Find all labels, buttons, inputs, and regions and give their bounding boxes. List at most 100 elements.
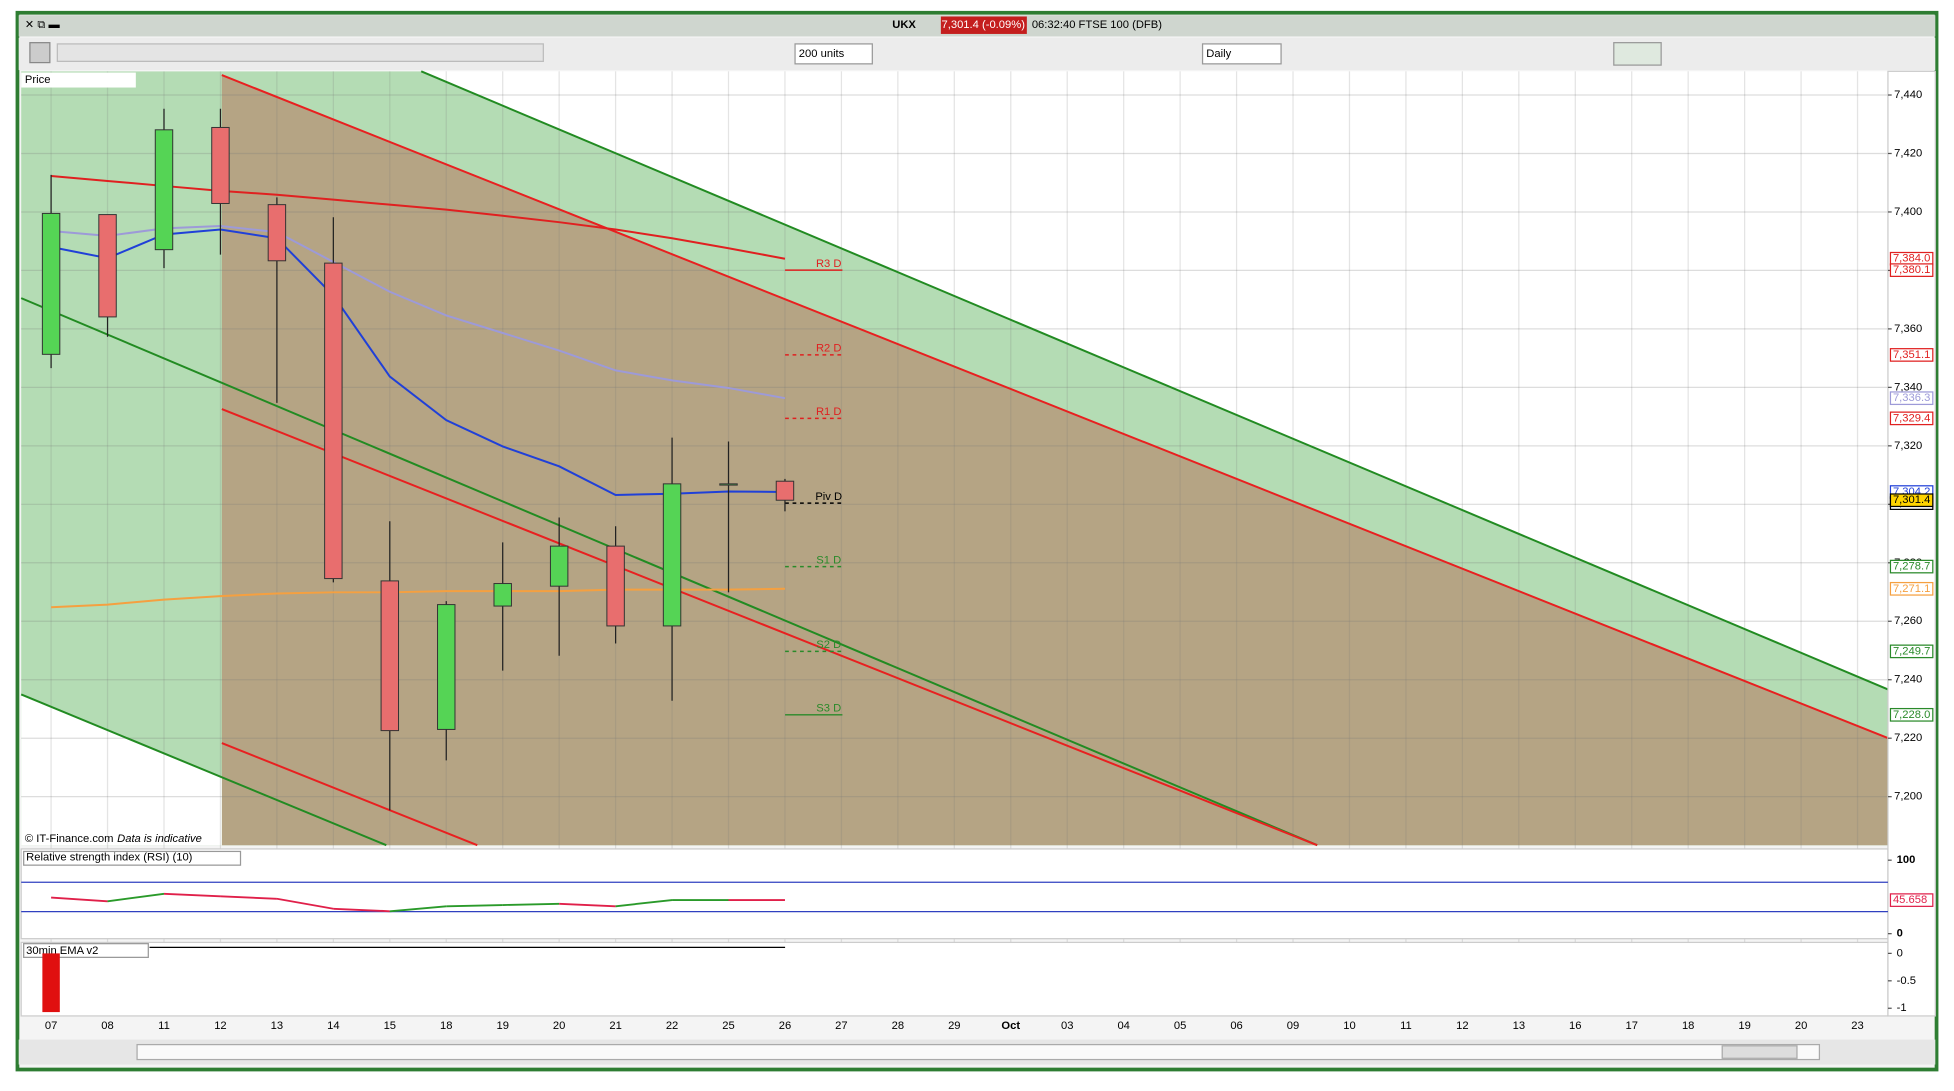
panel-label: Price xyxy=(25,74,51,86)
tool-select[interactable] xyxy=(29,42,51,64)
x-tick-label: 06 xyxy=(1230,1020,1242,1032)
price-badge-label: 7,380.1 xyxy=(1893,264,1930,276)
price-badge-label: 7,329.4 xyxy=(1893,412,1930,424)
x-tick-label: 17 xyxy=(1626,1020,1638,1032)
rsi-panel xyxy=(20,848,1889,940)
period-select[interactable] xyxy=(1201,43,1282,65)
trend-line xyxy=(221,408,1318,847)
panel-label: 30min EMA v2 xyxy=(26,945,98,957)
y-tick-label: 7,340 xyxy=(1894,381,1922,393)
rsi-segment xyxy=(559,902,616,908)
price-badge-label: 7,228.0 xyxy=(1893,709,1930,721)
x-tick-label: 27 xyxy=(835,1020,847,1032)
x-tick-label: 13 xyxy=(271,1020,283,1032)
price-badge-label: 7,301.4 xyxy=(1893,494,1930,506)
x-tick-label: Oct xyxy=(1001,1020,1020,1032)
price-badge xyxy=(1889,348,1934,362)
x-tick-label: 26 xyxy=(779,1020,791,1032)
y-tick-label: 7,440 xyxy=(1894,89,1922,101)
window-controls[interactable]: ✕ ⧉ ▬ xyxy=(25,19,61,31)
price-badge-label: 7,384.0 xyxy=(1893,253,1930,265)
units-select[interactable] xyxy=(794,43,873,65)
x-tick-label: 25 xyxy=(722,1020,734,1032)
trend-line xyxy=(221,74,1889,739)
price-badge-label: 7,271.1 xyxy=(1893,583,1930,595)
y-tick-label: 7,420 xyxy=(1894,147,1922,159)
candle-body xyxy=(549,545,569,587)
candle-body xyxy=(775,480,795,501)
candle-body xyxy=(324,262,343,580)
rsi-segment xyxy=(446,904,503,908)
rsi-badge xyxy=(1889,893,1934,907)
ema-tick-label: -0.5 xyxy=(1897,975,1916,987)
x-tick-label: 11 xyxy=(1400,1020,1412,1032)
y-tick-label: 7,400 xyxy=(1894,206,1922,218)
rsi-segment xyxy=(615,899,673,908)
x-tick-label: 12 xyxy=(214,1020,226,1032)
scroll-thumb[interactable] xyxy=(1721,1045,1798,1059)
pivot-label: R3 D xyxy=(816,258,842,270)
y-tick-label: 7,260 xyxy=(1894,615,1922,627)
x-tick-label: 20 xyxy=(553,1020,565,1032)
status: 06:32:40 FTSE 100 (DFB) xyxy=(1032,19,1162,31)
y-tick-label: 7,240 xyxy=(1894,674,1922,686)
candle-body xyxy=(98,214,117,318)
price-badge xyxy=(1889,644,1934,659)
rsi-badge-label: 45.658 xyxy=(1893,894,1927,906)
x-tick-label: 04 xyxy=(1117,1020,1129,1032)
y-tick-label: 7,320 xyxy=(1894,440,1922,452)
candle-body xyxy=(267,204,287,262)
pivot-label: R2 D xyxy=(816,343,842,355)
period: Daily xyxy=(1206,48,1231,60)
x-tick-label: 19 xyxy=(496,1020,508,1032)
moving-average xyxy=(51,175,786,260)
x-tick-label: 21 xyxy=(609,1020,621,1032)
price-badge xyxy=(1889,391,1934,406)
price-badge-label: 7,336.3 xyxy=(1893,392,1930,404)
ema-panel xyxy=(20,941,1889,1017)
pivot-label: S3 D xyxy=(816,703,841,715)
pivot-label: Piv D xyxy=(815,491,842,503)
copyright: © IT-Finance.com xyxy=(25,833,114,845)
rsi-tick-label: 100 xyxy=(1897,854,1916,866)
rsi-segment xyxy=(107,892,165,903)
x-tick-label: 22 xyxy=(666,1020,678,1032)
symbol: UKX xyxy=(892,19,916,31)
x-tick-label: 11 xyxy=(158,1020,170,1032)
candle-body xyxy=(380,580,400,732)
chart-type-button[interactable] xyxy=(1613,42,1662,66)
candle-body xyxy=(493,583,512,607)
rsi-segment xyxy=(502,902,560,906)
price-badge xyxy=(1889,559,1934,574)
price-badge-label: 7,249.7 xyxy=(1893,645,1930,657)
drawing-tools[interactable] xyxy=(56,43,544,62)
rsi-segment xyxy=(389,905,447,913)
candle-body xyxy=(606,545,625,627)
x-tick-label: 13 xyxy=(1513,1020,1525,1032)
candle-body xyxy=(154,129,174,251)
quote-badge xyxy=(940,16,1027,34)
moving-average xyxy=(50,228,785,496)
moving-average xyxy=(51,587,785,609)
scrollbar[interactable] xyxy=(136,1043,1821,1061)
rsi-segment xyxy=(220,895,277,900)
moving-average xyxy=(51,224,786,400)
price-badge xyxy=(1889,707,1934,722)
price-badge xyxy=(1889,493,1934,508)
pivot-label: S1 D xyxy=(816,554,841,566)
x-tick-label: 29 xyxy=(948,1020,960,1032)
candle-body xyxy=(662,483,682,627)
candle-body xyxy=(41,212,61,355)
x-tick-label: 15 xyxy=(384,1020,396,1032)
units: 200 units xyxy=(799,48,845,60)
y-tick-label: 7,200 xyxy=(1894,791,1922,803)
rsi-segment xyxy=(276,897,334,910)
ema-tick-label: 0 xyxy=(1897,947,1903,959)
x-tick-label: 23 xyxy=(1851,1020,1863,1032)
x-tick-label: 20 xyxy=(1795,1020,1807,1032)
y-tick-label: 7,220 xyxy=(1894,732,1922,744)
x-tick-label: 28 xyxy=(892,1020,904,1032)
disclaimer: Data is indicative xyxy=(117,833,202,845)
